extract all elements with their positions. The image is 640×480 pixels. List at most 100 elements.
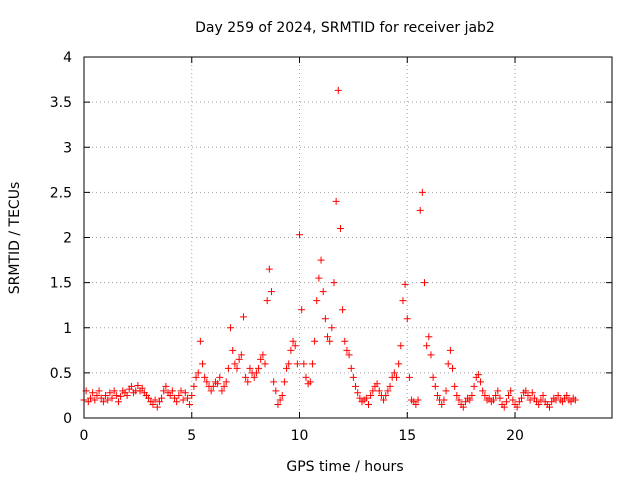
data-point: [496, 394, 504, 402]
data-point: [145, 394, 153, 402]
data-point: [285, 360, 293, 368]
data-point: [188, 391, 196, 399]
data-point: [477, 378, 485, 386]
data-point: [104, 396, 112, 404]
data-point: [505, 391, 513, 399]
data-point: [522, 387, 530, 395]
y-tick-labels: 0 0.5 1 1.5 2 2.5 3 3.5 4: [50, 50, 72, 427]
data-point: [515, 398, 523, 406]
data-point: [449, 364, 457, 372]
data-point: [526, 396, 534, 404]
data-point: [489, 396, 497, 404]
data-point: [308, 360, 316, 368]
data-point: [138, 384, 146, 392]
data-point: [354, 389, 362, 397]
data-point: [459, 403, 467, 411]
data-point: [328, 324, 336, 332]
data-point: [567, 398, 575, 406]
data-point: [267, 288, 275, 296]
data-point: [546, 403, 554, 411]
data-point: [423, 342, 431, 350]
data-point: [397, 342, 405, 350]
data-point: [554, 391, 562, 399]
data-point: [283, 364, 291, 372]
data-point: [151, 396, 159, 404]
data-point: [306, 378, 314, 386]
data-point: [442, 387, 450, 395]
data-point: [246, 364, 254, 372]
data-point: [485, 394, 493, 402]
data-point: [539, 391, 547, 399]
y-tick-label: 1.5: [50, 276, 72, 292]
data-point: [517, 394, 525, 402]
data-point: [324, 333, 332, 341]
data-point: [571, 396, 579, 404]
data-point: [500, 403, 508, 411]
data-point: [235, 355, 243, 363]
data-point: [216, 373, 224, 381]
data-point: [440, 396, 448, 404]
data-point: [237, 351, 245, 359]
data-point: [166, 391, 174, 399]
data-point: [507, 387, 515, 395]
data-point: [280, 378, 288, 386]
data-point: [461, 398, 469, 406]
data-point: [356, 394, 364, 402]
data-point: [416, 206, 424, 214]
data-point: [317, 256, 325, 264]
data-point: [203, 378, 211, 386]
data-point: [192, 373, 200, 381]
data-point: [362, 394, 370, 402]
x-tick-label: 5: [187, 428, 196, 444]
data-point: [252, 369, 260, 377]
data-point: [494, 387, 502, 395]
data-point: [155, 398, 163, 406]
data-point: [352, 382, 360, 390]
data-point: [186, 400, 194, 408]
data-point: [367, 391, 375, 399]
data-point: [537, 396, 545, 404]
data-point: [227, 324, 235, 332]
data-point: [535, 400, 543, 408]
data-point: [93, 391, 101, 399]
data-point: [405, 373, 413, 381]
data-point: [492, 391, 500, 399]
data-point: [244, 378, 252, 386]
data-point: [438, 400, 446, 408]
data-point: [149, 400, 157, 408]
data-point: [177, 387, 185, 395]
y-tick-label: 2: [63, 231, 72, 247]
x-tick-label: 10: [291, 428, 309, 444]
data-point: [302, 373, 310, 381]
y-tick-label: 0: [63, 411, 72, 427]
data-point: [315, 274, 323, 282]
data-point: [171, 394, 179, 402]
data-point: [183, 394, 191, 402]
data-point: [375, 387, 383, 395]
data-point: [380, 396, 388, 404]
data-point: [127, 382, 135, 390]
data-point: [334, 86, 342, 94]
x-axis-title: GPS time / hours: [286, 459, 403, 475]
data-point: [313, 297, 321, 305]
data-points: [80, 86, 579, 411]
data-point: [117, 392, 125, 400]
data-point: [364, 400, 372, 408]
data-point: [289, 337, 297, 345]
data-point: [293, 360, 301, 368]
data-point: [220, 382, 228, 390]
data-point: [509, 396, 517, 404]
data-point: [444, 360, 452, 368]
data-point: [255, 364, 263, 372]
data-point: [86, 394, 94, 402]
data-point: [298, 306, 306, 314]
data-point: [162, 382, 170, 390]
data-point: [287, 346, 295, 354]
data-point: [453, 391, 461, 399]
data-point: [160, 387, 168, 395]
data-point: [528, 389, 536, 397]
data-point: [278, 391, 286, 399]
data-point: [330, 279, 338, 287]
data-point: [395, 360, 403, 368]
data-point: [224, 364, 232, 372]
